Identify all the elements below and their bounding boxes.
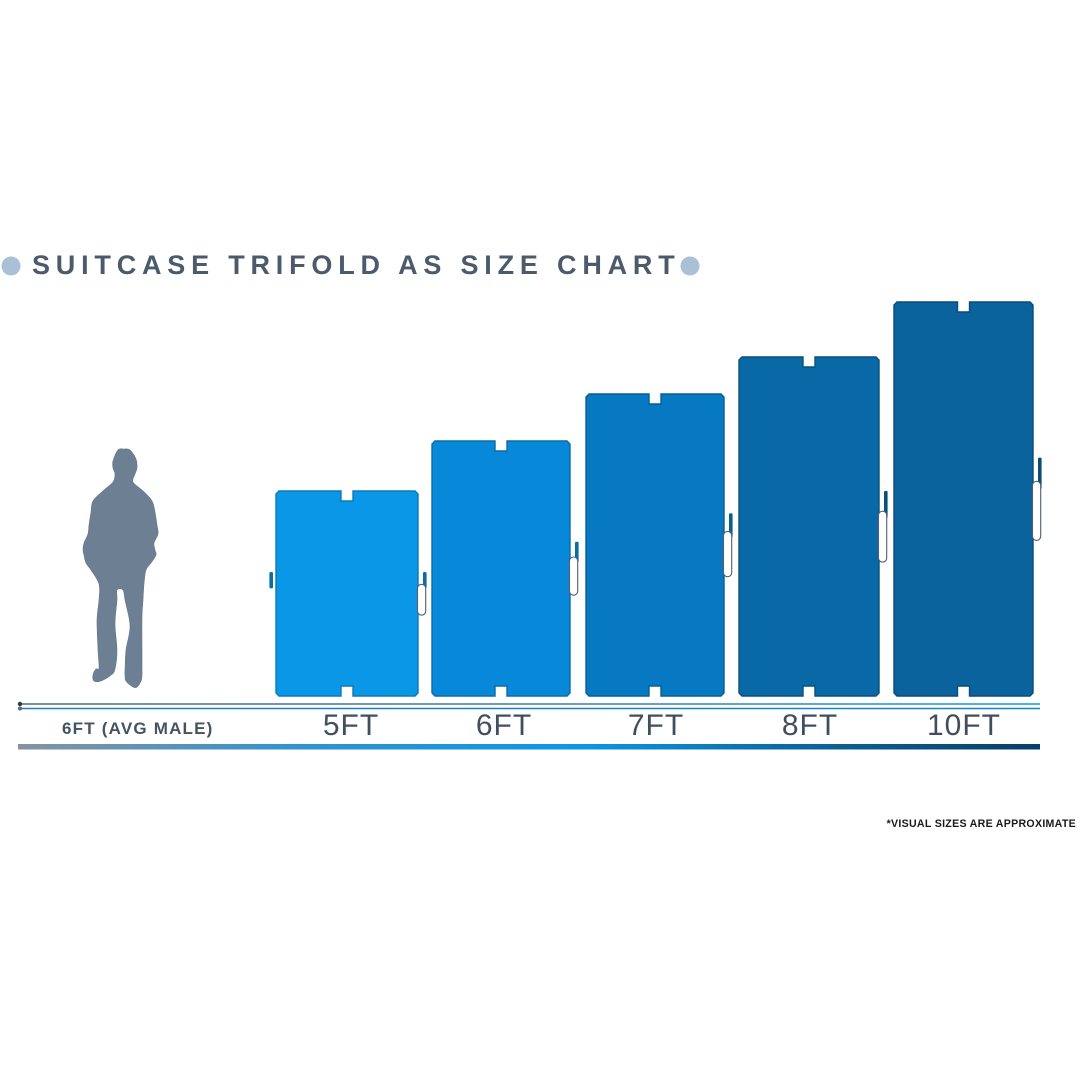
svg-text:6FT (AVG MALE): 6FT (AVG MALE) <box>62 719 214 738</box>
svg-text:8FT: 8FT <box>782 709 838 742</box>
svg-text:5FT: 5FT <box>323 709 379 742</box>
svg-text:10FT: 10FT <box>927 709 1001 742</box>
svg-text:7FT: 7FT <box>628 709 684 742</box>
svg-text:*VISUAL SIZES ARE APPROXIMATE: *VISUAL SIZES ARE APPROXIMATE <box>887 818 1076 830</box>
svg-text:6FT: 6FT <box>476 709 532 742</box>
